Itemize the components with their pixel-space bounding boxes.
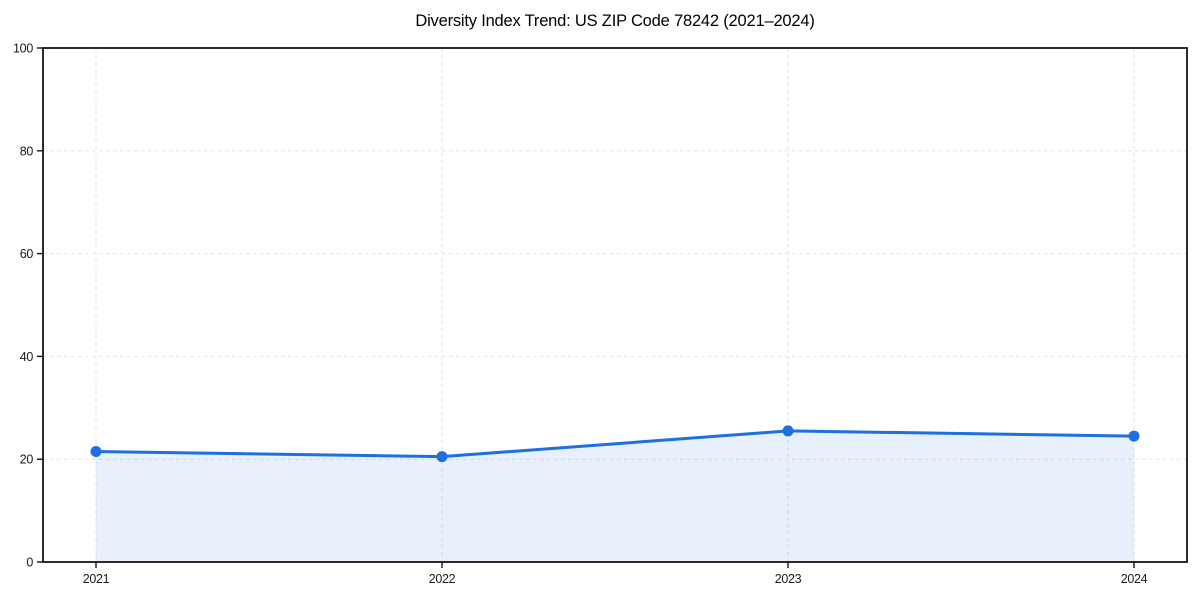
x-axis-tick-label: 2024 <box>1121 572 1148 586</box>
data-point-2023 <box>782 425 794 437</box>
data-point-2021 <box>90 445 102 457</box>
trend-line <box>94 429 1136 459</box>
chart-title: Diversity Index Trend: US ZIP Code 78242… <box>415 12 815 30</box>
y-axis-tick-label: 0 <box>26 556 33 570</box>
data-point-2024 <box>1128 430 1140 442</box>
x-axis-tick-label: 2022 <box>429 572 456 586</box>
x-axis-tick-label: 2021 <box>83 572 110 586</box>
area-fill <box>96 430 1134 562</box>
y-axis-tick-label: 60 <box>20 247 34 261</box>
x-axis-tick-label: 2023 <box>775 572 802 586</box>
y-axis-tick-label: 100 <box>13 42 33 56</box>
y-axis-tick-label: 20 <box>20 453 34 467</box>
plot-border <box>42 47 1188 563</box>
y-axis-tick-label: 40 <box>20 350 34 364</box>
y-axis-tick-label: 80 <box>20 144 34 158</box>
data-point-2022 <box>436 451 448 463</box>
